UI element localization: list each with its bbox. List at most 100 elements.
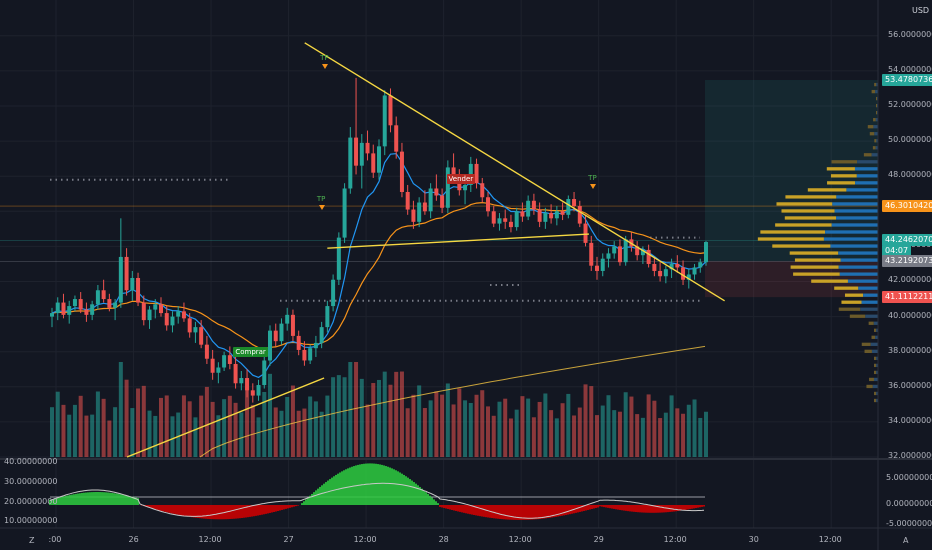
candle[interactable] [491, 206, 496, 228]
candle[interactable] [90, 300, 95, 321]
candle[interactable] [583, 214, 588, 247]
candle[interactable] [159, 297, 163, 317]
candle[interactable] [290, 309, 295, 342]
candle[interactable] [279, 318, 284, 345]
candle[interactable] [50, 307, 54, 328]
candle[interactable] [463, 179, 468, 205]
candle[interactable] [210, 349, 215, 380]
candle[interactable] [296, 330, 301, 356]
candle[interactable] [130, 270, 135, 301]
candle[interactable] [445, 160, 450, 214]
candle[interactable] [285, 307, 290, 331]
candle[interactable] [526, 195, 531, 221]
candle[interactable] [164, 306, 169, 331]
zoom-corner-icon[interactable]: Z [29, 536, 35, 545]
candle[interactable] [486, 191, 490, 217]
candle[interactable] [549, 204, 554, 224]
candle[interactable] [411, 200, 416, 229]
candle[interactable] [325, 300, 330, 333]
candle[interactable] [514, 207, 519, 231]
candle[interactable] [199, 320, 204, 349]
candle[interactable] [497, 213, 502, 231]
candle[interactable] [233, 355, 238, 389]
candle[interactable] [72, 295, 77, 312]
candle[interactable] [652, 256, 657, 277]
auto-scale-icon[interactable]: A [903, 536, 909, 545]
candle[interactable] [61, 293, 66, 319]
candle[interactable] [136, 272, 141, 307]
candle[interactable] [262, 355, 267, 389]
candle[interactable] [658, 262, 663, 282]
candle[interactable] [204, 335, 209, 364]
candle[interactable] [681, 260, 686, 286]
candle[interactable] [577, 200, 582, 228]
candle[interactable] [543, 207, 548, 229]
candle[interactable] [239, 371, 244, 391]
candle[interactable] [405, 184, 410, 215]
candle[interactable] [606, 248, 611, 268]
candle[interactable] [147, 306, 152, 329]
candle[interactable] [663, 265, 668, 284]
candle[interactable] [640, 246, 645, 264]
candle[interactable] [554, 206, 559, 226]
candle[interactable] [101, 279, 106, 303]
candle[interactable] [566, 195, 571, 219]
candle[interactable] [692, 263, 697, 280]
candle[interactable] [508, 214, 513, 233]
candle[interactable] [55, 297, 60, 321]
candle[interactable] [399, 142, 404, 198]
candle[interactable] [348, 127, 353, 194]
trendline[interactable] [327, 233, 589, 249]
candle[interactable] [537, 202, 542, 228]
candle[interactable] [520, 202, 525, 222]
candle[interactable] [560, 202, 565, 221]
candle[interactable] [245, 369, 250, 398]
candle[interactable] [382, 90, 387, 156]
candle[interactable] [331, 274, 336, 312]
candle[interactable] [319, 321, 324, 349]
candle[interactable] [600, 253, 605, 277]
candle[interactable] [222, 351, 227, 372]
candle[interactable] [193, 321, 198, 343]
candle[interactable] [531, 193, 536, 215]
candle[interactable] [359, 134, 364, 189]
candle[interactable] [503, 209, 508, 229]
trendline[interactable] [126, 377, 325, 458]
candle[interactable] [124, 248, 129, 296]
oscillator-pane[interactable] [49, 463, 705, 520]
candle[interactable] [646, 244, 651, 268]
candle[interactable] [434, 174, 439, 201]
candle[interactable] [107, 293, 112, 312]
candle[interactable] [480, 177, 485, 203]
candle[interactable] [84, 302, 89, 322]
candle[interactable] [635, 241, 640, 261]
candle[interactable] [617, 239, 622, 266]
candle[interactable] [612, 241, 617, 259]
candle[interactable] [141, 295, 146, 326]
candle[interactable] [268, 325, 272, 366]
candle[interactable] [250, 383, 255, 403]
candle[interactable] [78, 292, 83, 314]
candle[interactable] [118, 218, 123, 308]
candle[interactable] [153, 299, 158, 319]
candle[interactable] [336, 232, 341, 286]
trendline[interactable] [304, 42, 725, 302]
candle[interactable] [371, 144, 376, 178]
candle[interactable] [256, 379, 261, 401]
candle[interactable] [227, 346, 232, 370]
candle[interactable] [216, 362, 221, 384]
candle[interactable] [113, 299, 118, 321]
candle[interactable] [589, 235, 594, 271]
candle[interactable] [313, 335, 318, 357]
candle[interactable] [675, 255, 680, 273]
candle[interactable] [302, 341, 307, 366]
candle[interactable] [377, 139, 381, 180]
candle[interactable] [95, 285, 100, 310]
candle[interactable] [354, 77, 359, 175]
candle[interactable] [704, 241, 708, 266]
candle[interactable] [342, 183, 347, 243]
candle[interactable] [170, 311, 175, 333]
candle[interactable] [595, 256, 599, 280]
